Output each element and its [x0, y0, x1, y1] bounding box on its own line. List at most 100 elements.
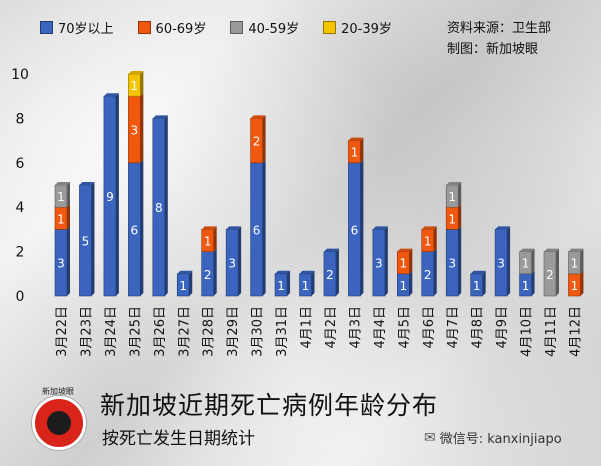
x-tick-label: 3月25日	[128, 306, 143, 357]
legend-swatch-60-69	[137, 21, 151, 34]
data-label: 9	[106, 190, 114, 204]
bar-segment-side	[360, 159, 364, 296]
bar-top	[79, 182, 95, 185]
bar-top	[275, 270, 291, 274]
page-subtitle: 按死亡发生日期统计	[102, 429, 255, 449]
x-tick-label: 4月6日	[422, 306, 437, 349]
bar-segment-side	[189, 270, 193, 296]
bar-segment-side	[335, 248, 339, 296]
data-label: 1	[522, 279, 530, 293]
data-label: 1	[522, 257, 530, 271]
logo-text: 新加坡眼	[42, 387, 74, 396]
bar-segment-side	[311, 270, 315, 296]
bar-top	[348, 137, 364, 141]
bar-segment-side	[262, 159, 266, 296]
x-tick-label: 4月1日	[300, 306, 315, 349]
bar-segment-side	[140, 159, 144, 296]
data-label: 1	[448, 190, 456, 204]
data-label: 1	[473, 279, 481, 293]
data-label: 2	[424, 268, 432, 282]
x-tick-label: 4月9日	[495, 306, 510, 349]
bar-segment-side	[458, 182, 462, 208]
bar-segment-side	[360, 137, 364, 163]
bar-top	[128, 71, 144, 74]
data-label: 1	[57, 190, 65, 204]
data-label: 3	[497, 257, 505, 271]
bar-top	[544, 248, 559, 252]
bar-top	[323, 248, 339, 252]
bar-top	[299, 270, 315, 274]
bar-segment-side	[140, 93, 144, 163]
legend-label-20-39: 20-39岁	[341, 22, 392, 37]
bar-segment-side	[531, 270, 535, 296]
data-label: 2	[326, 268, 334, 282]
y-tick-label: 10	[11, 67, 29, 83]
wechat-id-text: 微信号: kanxinjiapo	[439, 432, 562, 447]
legend-label-60-69: 60-69岁	[155, 22, 207, 37]
bar-segment-side	[409, 270, 413, 296]
bar-segment-side	[580, 270, 584, 296]
x-tick-label: 4月10日	[520, 306, 535, 357]
bar-segment-side	[531, 248, 535, 274]
x-tick-label: 3月30日	[251, 306, 266, 357]
legend-item-70plus: 70岁以上	[40, 18, 114, 37]
logo-icon	[32, 396, 86, 450]
bar-top	[55, 182, 70, 185]
chart-credit-line: 制图：新加坡眼	[447, 42, 539, 57]
x-tick-label: 4月3日	[348, 306, 363, 349]
legend-item-20-39: 20-39岁	[323, 18, 392, 37]
bar-top	[372, 226, 388, 230]
bar-segment-side	[67, 204, 70, 230]
x-tick-label: 3月26日	[153, 306, 168, 357]
x-tick-label: 4月4日	[373, 306, 388, 349]
bar-segment-side	[458, 226, 462, 296]
data-label: 8	[155, 201, 163, 215]
bar-top	[568, 248, 584, 252]
bar-top	[226, 226, 242, 230]
data-label: 3	[228, 257, 236, 271]
bar-segment-side	[409, 248, 413, 274]
x-tick-label: 4月2日	[324, 306, 339, 349]
bar-segment-side	[213, 226, 217, 252]
stacked-bar-chart: 0 2 4 6 8 10 3 1 1 3月22日 5 3月23日 9 3月24日 6 3 1 3月25日 8 3月26…	[11, 67, 584, 357]
bar-top	[177, 270, 193, 274]
x-tick-label: 4月11日	[544, 306, 559, 357]
data-label: 1	[424, 235, 432, 249]
bar-segment-side	[91, 182, 95, 296]
data-label: 2	[253, 135, 261, 149]
x-tick-label: 4月8日	[471, 306, 486, 349]
bar-segment-side	[458, 204, 462, 230]
data-label: 1	[571, 279, 579, 293]
logo-face-icon	[47, 411, 71, 435]
y-tick-label: 0	[16, 289, 25, 305]
bar-segment-side	[115, 93, 119, 296]
bar-top	[103, 93, 119, 97]
bar-segment-side	[287, 270, 291, 296]
bar-top	[495, 226, 511, 230]
bar-segment-side	[67, 226, 70, 296]
bar-top	[250, 115, 266, 119]
data-label: 3	[448, 257, 456, 271]
legend-item-60-69: 60-69岁	[137, 18, 207, 37]
data-label: 1	[204, 235, 212, 249]
y-tick-label: 6	[16, 156, 25, 172]
data-label: 1	[131, 79, 139, 93]
data-label: 1	[571, 257, 579, 271]
bar-segment-side	[482, 270, 486, 296]
y-tick-label: 4	[16, 200, 25, 216]
data-label: 1	[277, 279, 285, 293]
x-tick-label: 3月31日	[275, 306, 290, 357]
bar-segment-side	[238, 226, 242, 296]
data-label: 1	[57, 212, 65, 226]
data-label: 1	[399, 279, 407, 293]
data-label: 1	[399, 257, 407, 271]
data-label: 3	[57, 257, 65, 271]
bar-segment-side	[140, 71, 144, 97]
bar-segment-side	[213, 248, 217, 296]
x-tick-label: 3月22日	[55, 306, 70, 357]
data-label: 6	[131, 223, 139, 237]
source-line: 资料来源：卫生部	[447, 21, 552, 36]
data-label: 2	[546, 268, 554, 282]
data-label: 1	[179, 279, 187, 293]
bar-top	[152, 115, 168, 119]
